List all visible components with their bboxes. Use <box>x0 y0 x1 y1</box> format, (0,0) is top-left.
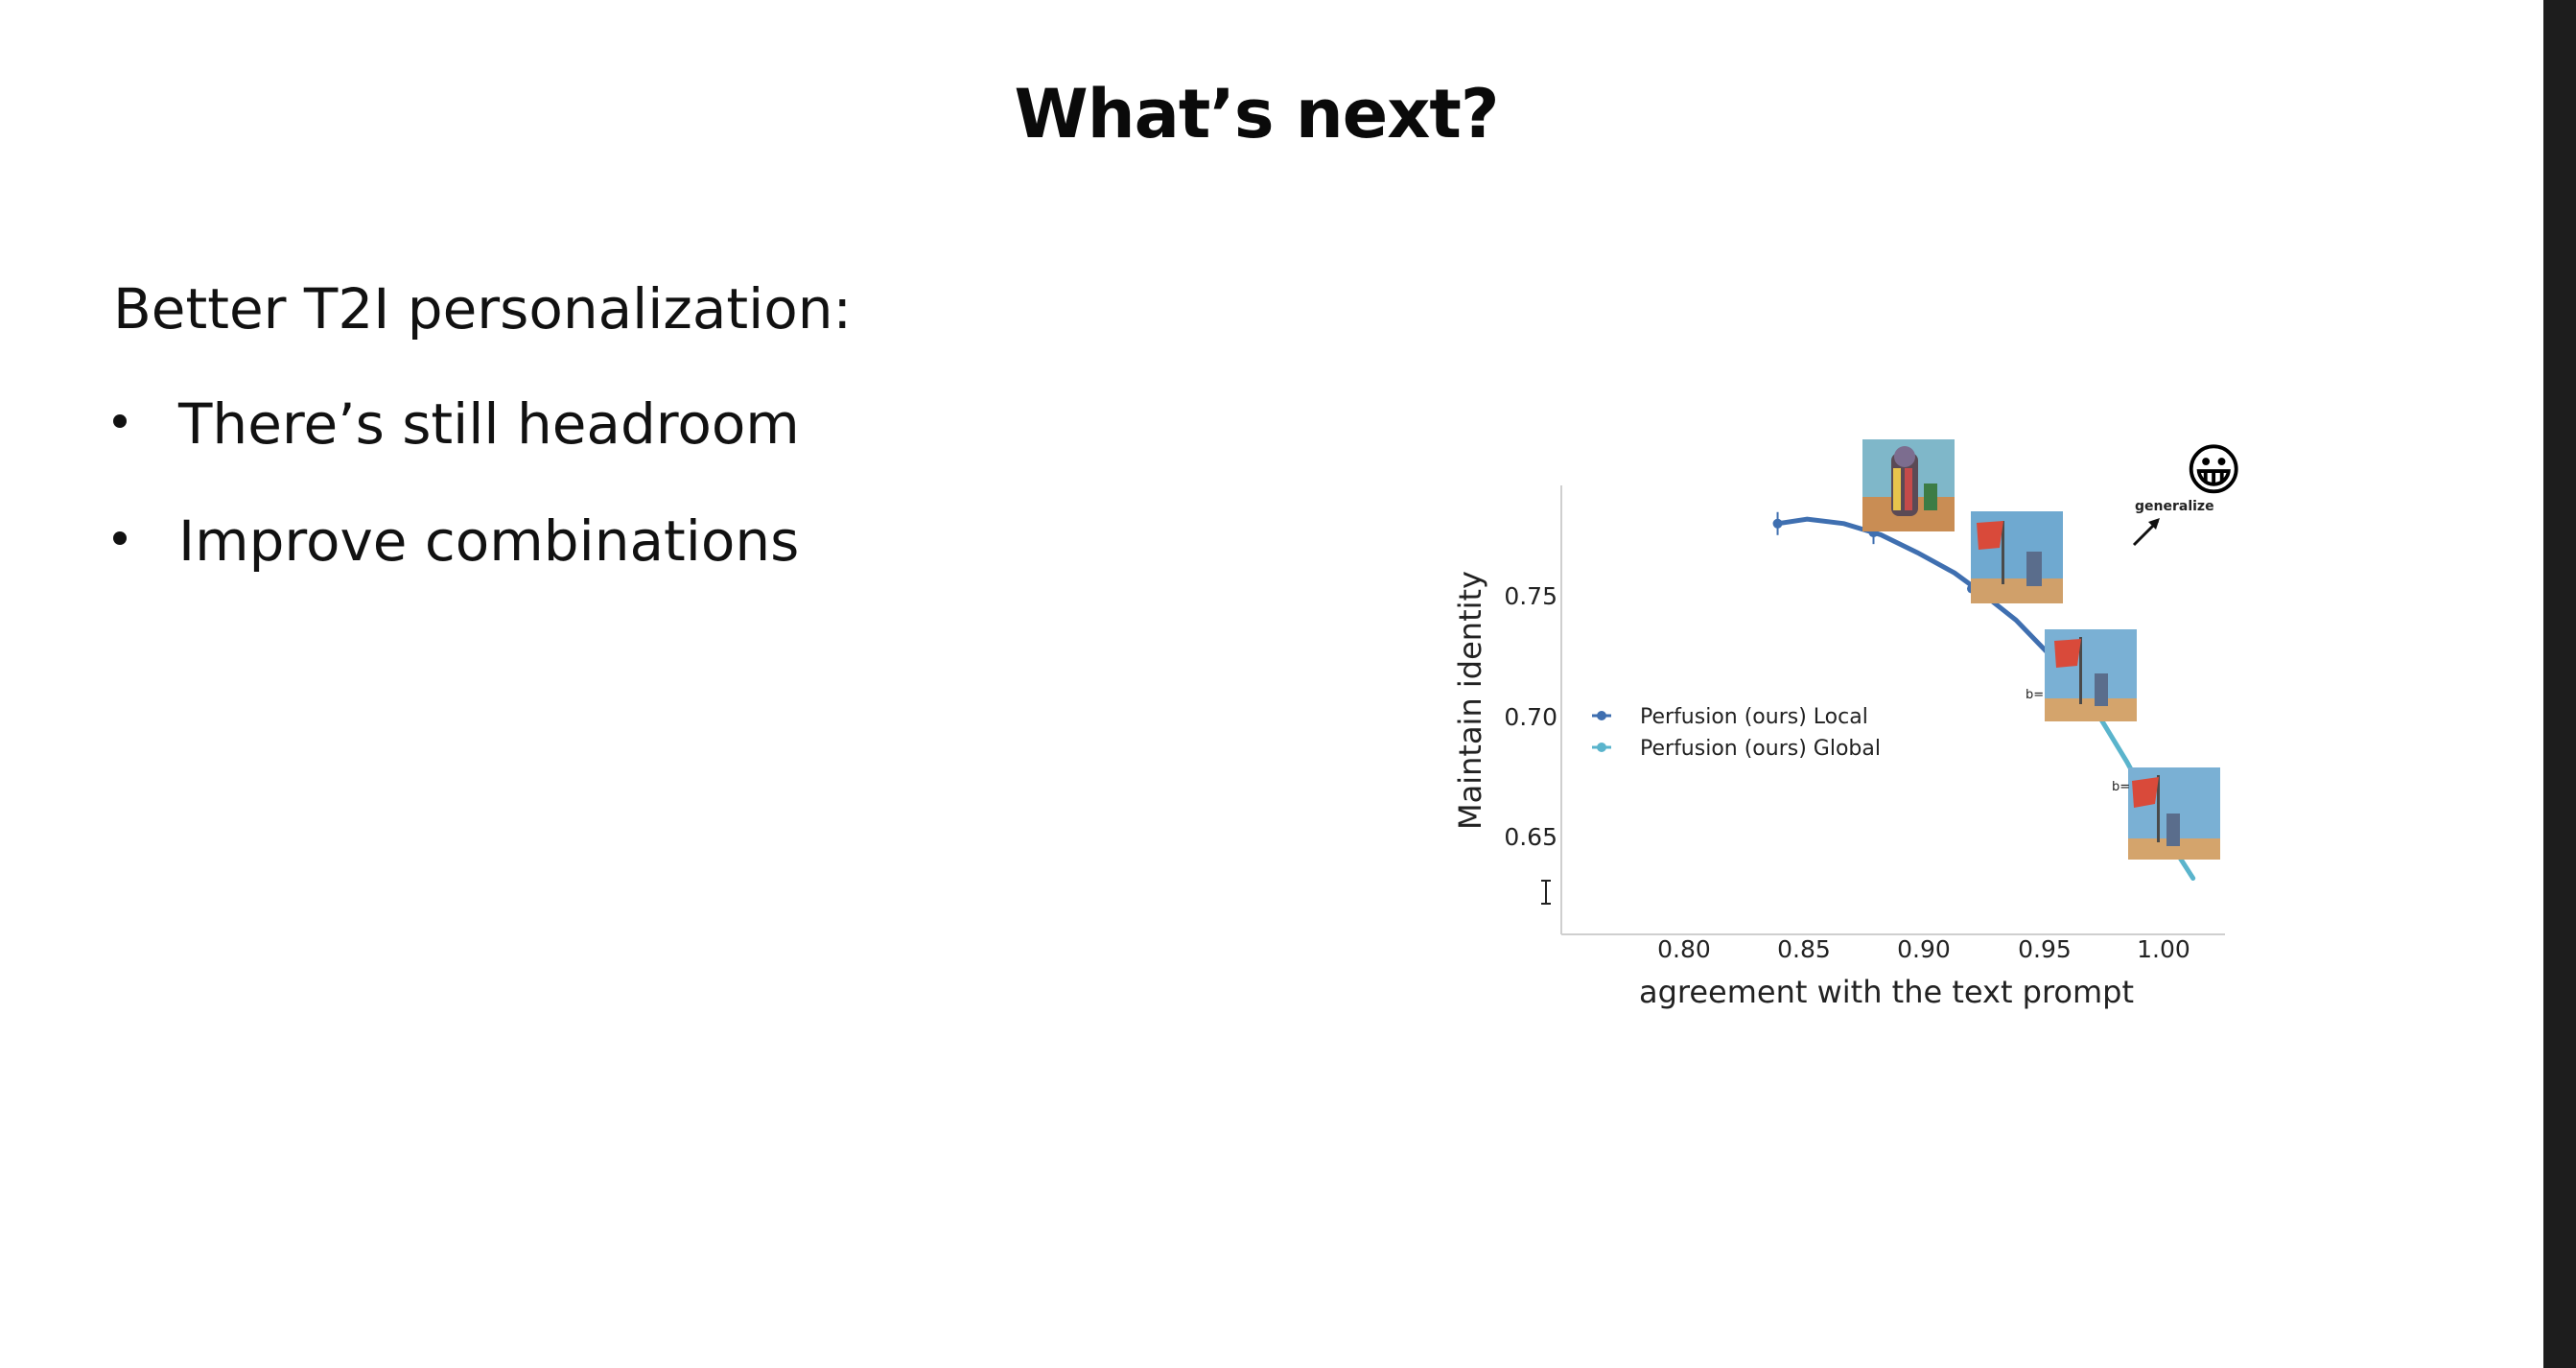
thumbnail-flag-image-2 <box>2045 629 2137 721</box>
bullet-dot <box>113 531 127 545</box>
generalize-arrowhead <box>2148 518 2160 530</box>
x-tick-label: 0.85 <box>1777 935 1831 963</box>
section-heading: Better T2I personalization: <box>113 276 853 342</box>
bullet-list: There’s still headroom Improve combinati… <box>113 391 800 625</box>
series-line-local <box>1775 516 2080 691</box>
thumbnail-flag-image-1 <box>1971 511 2063 603</box>
chart-legend: Perfusion (ours) Local Perfusion (ours) … <box>1592 705 1881 761</box>
thumbnail-flag-image-3 <box>2128 767 2220 860</box>
slide-title: What’s next? <box>1014 75 1500 153</box>
legend-marker-local <box>1597 711 1606 720</box>
legend-marker-global <box>1597 743 1606 752</box>
bullet-text: Improve combinations <box>178 508 800 574</box>
bullet-item: Improve combinations <box>113 508 800 625</box>
tradeoff-chart: Maintain identity agreement with the tex… <box>1439 422 2283 1036</box>
generalize-label: generalize <box>2135 499 2214 514</box>
b-annotation: b= <box>2112 780 2130 794</box>
window-edge-bar <box>2543 0 2576 1368</box>
bullet-text: There’s still headroom <box>178 391 800 457</box>
x-tick-label: 1.00 <box>2137 935 2190 963</box>
y-tick-label: 0.70 <box>1504 703 1557 731</box>
bullet-item: There’s still headroom <box>113 391 800 508</box>
b-annotation: b= <box>2026 688 2044 702</box>
bullet-dot <box>113 414 127 428</box>
x-tick-label: 0.90 <box>1897 935 1951 963</box>
thumbnail-cat-image <box>1862 439 1955 531</box>
x-tick-label: 0.80 <box>1657 935 1711 963</box>
chart-svg: Maintain identity agreement with the tex… <box>1452 437 2242 1010</box>
y-tick-label: 0.75 <box>1504 582 1557 610</box>
smiley-emoji-icon: 😀 <box>2185 437 2242 503</box>
x-axis-label: agreement with the text prompt <box>1639 974 2134 1010</box>
y-axis-label: Maintain identity <box>1452 571 1488 830</box>
x-tick-label: 0.95 <box>2018 935 2072 963</box>
text-cursor-icon <box>1541 880 1551 905</box>
legend-label-local: Perfusion (ours) Local <box>1640 705 1868 729</box>
y-tick-label: 0.65 <box>1504 823 1557 851</box>
legend-label-global: Perfusion (ours) Global <box>1640 737 1881 761</box>
